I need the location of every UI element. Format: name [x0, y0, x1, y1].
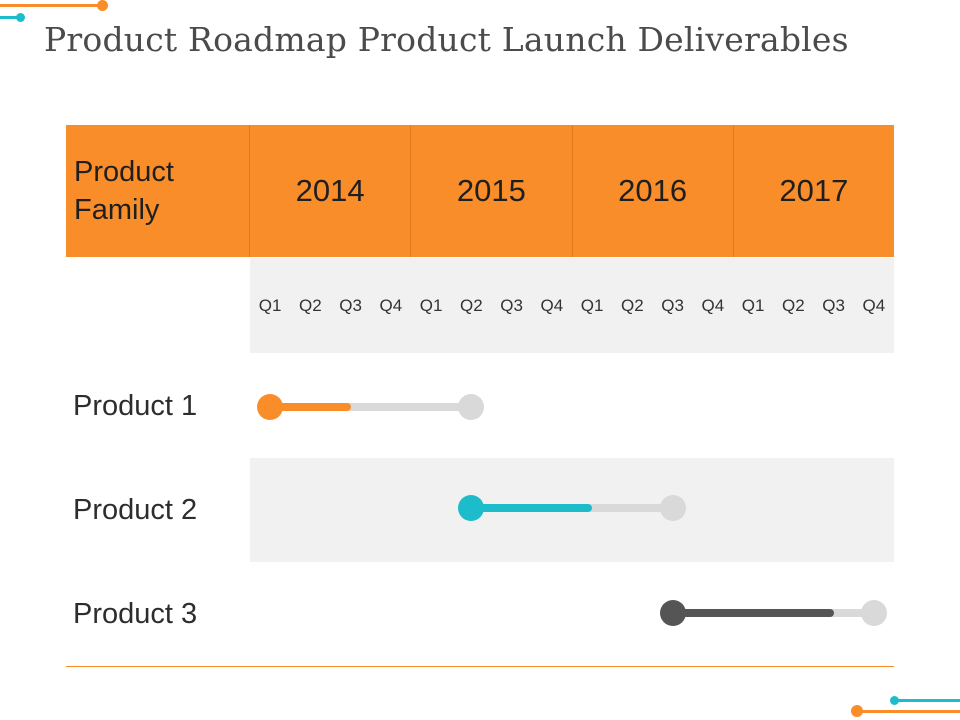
decor-orange-dot — [97, 0, 108, 11]
product-label: Product 3 — [73, 598, 198, 630]
roadmap-header: Product Family 2014 2015 2016 2017 — [66, 125, 894, 257]
decor-teal-line — [0, 16, 18, 19]
year-header: 2016 — [573, 125, 734, 257]
timeline-start-dot — [458, 495, 485, 521]
page-title: Product Roadmap Product Launch Deliverab… — [44, 20, 849, 59]
quarter-label: Q1 — [580, 295, 604, 315]
decor-orange-line — [0, 4, 102, 7]
year-header: 2015 — [411, 125, 573, 257]
quarter-label: Q3 — [339, 295, 362, 315]
quarter-label: Q4 — [862, 295, 886, 315]
quarter-row: Q1 Q2 Q3 Q4 Q1 Q2 Q3 Q4 Q1 Q2 Q3 Q4 Q1 Q… — [250, 258, 894, 353]
bottom-divider — [66, 666, 894, 667]
timeline-start-dot — [257, 394, 284, 420]
quarter-label: Q1 — [258, 295, 282, 315]
quarter-label: Q1 — [741, 295, 765, 315]
quarter-label: Q2 — [460, 295, 483, 315]
quarter-label: Q4 — [701, 295, 725, 315]
quarter-label: Q2 — [621, 295, 644, 315]
decor-orange-dot — [851, 705, 863, 717]
timeline-end-dot — [860, 600, 887, 626]
timeline-track — [270, 403, 472, 411]
timeline-progress — [471, 504, 593, 512]
year-header: 2017 — [779, 173, 849, 208]
quarter-label: Q3 — [661, 295, 684, 315]
product-family-header: Product Family — [66, 125, 250, 257]
product-label: Product 2 — [73, 494, 198, 526]
quarter-label: Q4 — [379, 295, 403, 315]
timeline-start-dot — [659, 600, 686, 626]
product-label: Product 1 — [73, 390, 198, 422]
timeline-progress — [672, 609, 834, 617]
decor-orange-line — [858, 710, 960, 713]
decor-teal-line — [896, 699, 960, 702]
year-header: 2014 — [250, 125, 412, 257]
quarter-label: Q1 — [419, 295, 443, 315]
quarter-label: Q4 — [540, 295, 564, 315]
timeline-progress — [270, 403, 351, 411]
timeline-end-dot — [659, 495, 686, 521]
quarter-label: Q2 — [782, 295, 805, 315]
decor-teal-dot — [890, 696, 899, 705]
decor-teal-dot — [16, 13, 25, 22]
timeline-end-dot — [458, 394, 485, 420]
quarter-label: Q2 — [299, 295, 322, 315]
quarter-label: Q3 — [500, 295, 523, 315]
quarter-label: Q3 — [822, 295, 845, 315]
